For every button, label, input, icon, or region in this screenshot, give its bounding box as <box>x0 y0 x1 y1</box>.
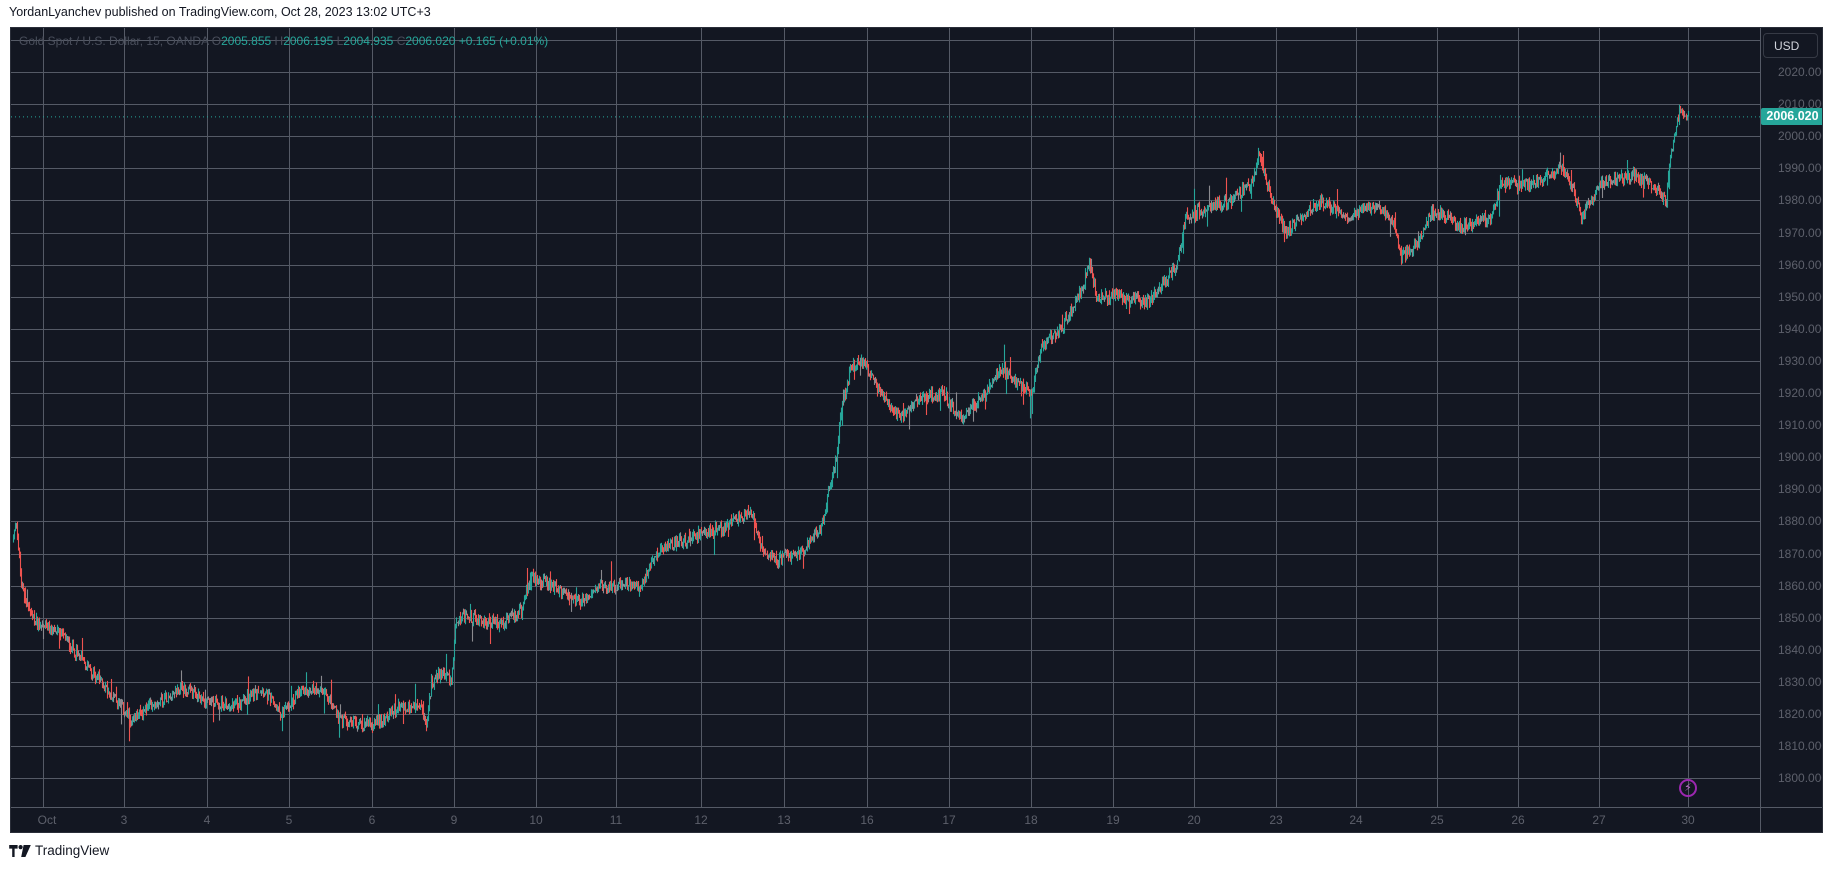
candlestick-chart[interactable] <box>11 28 1823 833</box>
open-label: O <box>211 34 222 48</box>
price-label: 1850.000 <box>1778 610 1822 625</box>
tradingview-logo[interactable]: TradingView <box>9 843 109 858</box>
price-label: 1800.000 <box>1778 771 1822 786</box>
high-value: 2006.195 <box>283 34 334 48</box>
time-label: 13 <box>777 813 791 827</box>
price-label: 1980.000 <box>1778 193 1822 208</box>
last-price-tag: 2006.020 <box>1761 108 1822 126</box>
publisher-line: YordanLyanchev published on TradingView.… <box>9 5 431 19</box>
time-label: 6 <box>368 813 376 827</box>
close-value: 2006.020 <box>405 34 456 48</box>
time-label: 30 <box>1681 813 1695 827</box>
time-label: 16 <box>860 813 874 827</box>
time-label: 18 <box>1024 813 1038 827</box>
time-label: 19 <box>1106 813 1120 827</box>
price-label: 1990.000 <box>1778 161 1822 176</box>
price-label: 1970.000 <box>1778 225 1822 240</box>
price-label: 1910.000 <box>1778 418 1822 433</box>
close-label: C <box>396 34 406 48</box>
price-label: 1930.000 <box>1778 353 1822 368</box>
time-label: 9 <box>450 813 458 827</box>
symbol-legend: Gold Spot / U.S. Dollar, 15, OANDA O2005… <box>19 34 548 48</box>
price-label: 1940.000 <box>1778 321 1822 336</box>
brand-name: TradingView <box>35 843 110 858</box>
price-label: 1870.000 <box>1778 546 1822 561</box>
lightning-icon[interactable]: ⚡ <box>1679 779 1697 797</box>
time-label: 12 <box>694 813 708 827</box>
time-label: 27 <box>1592 813 1606 827</box>
low-value: 2004.935 <box>343 34 394 48</box>
currency-button[interactable]: USD <box>1763 33 1818 58</box>
price-label: 1920.000 <box>1778 386 1822 400</box>
open-value: 2005.855 <box>221 34 272 48</box>
change-value: +0.165 (+0.01%) <box>458 34 549 48</box>
time-label: 3 <box>120 813 128 827</box>
time-label: 24 <box>1349 813 1363 827</box>
price-label: 1960.000 <box>1778 257 1822 272</box>
price-label: 2010.000 <box>1778 97 1822 112</box>
price-label: 2000.000 <box>1778 129 1822 144</box>
price-label: 1820.000 <box>1778 707 1822 721</box>
price-label: 1810.000 <box>1778 739 1822 754</box>
price-label: 2020.000 <box>1778 65 1822 79</box>
time-label: 25 <box>1430 813 1444 827</box>
time-label: 17 <box>942 813 956 827</box>
price-label: 1890.000 <box>1778 482 1822 497</box>
price-label: 1950.000 <box>1778 289 1822 304</box>
time-label: 10 <box>529 813 543 827</box>
time-label: 11 <box>609 813 623 827</box>
price-label: 1880.000 <box>1778 514 1822 529</box>
time-label: 20 <box>1187 813 1201 827</box>
high-label: H <box>274 34 284 48</box>
price-label: 1900.000 <box>1778 450 1822 465</box>
symbol-name[interactable]: Gold Spot / U.S. Dollar, 15, OANDA <box>19 34 209 48</box>
time-label: Oct <box>37 813 57 827</box>
time-label: 5 <box>285 813 293 827</box>
low-label: L <box>336 34 344 48</box>
time-label: 26 <box>1511 813 1525 827</box>
time-label: 23 <box>1269 813 1283 827</box>
price-label: 1860.000 <box>1778 578 1822 593</box>
tv-logo-icon <box>9 844 31 857</box>
chart-pane[interactable]: Gold Spot / U.S. Dollar, 15, OANDA O2005… <box>10 27 1823 833</box>
time-label: 4 <box>203 813 211 827</box>
price-label: 1830.000 <box>1778 674 1822 689</box>
price-label: 1840.000 <box>1778 642 1822 657</box>
